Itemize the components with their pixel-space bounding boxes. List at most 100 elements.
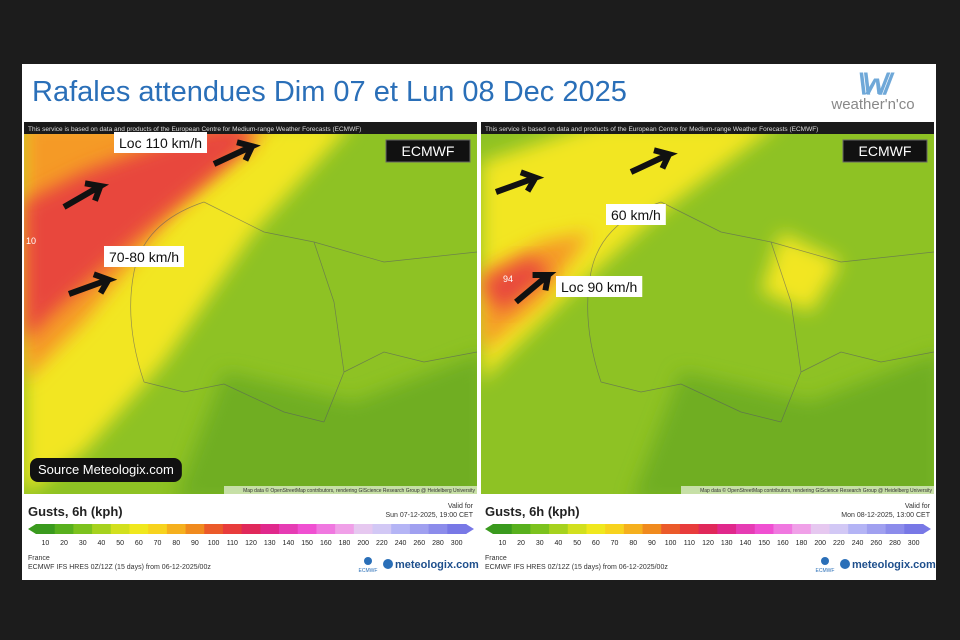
scale-label: 130 xyxy=(721,540,733,547)
scale-label: 280 xyxy=(889,540,901,547)
scale-label: 60 xyxy=(592,540,600,547)
scale-swatch xyxy=(166,524,187,534)
scale-label: 300 xyxy=(451,540,463,547)
valid-time: Sun 07-12-2025, 19:00 CET xyxy=(385,512,473,519)
wind-arrow xyxy=(67,271,118,297)
scale-swatch xyxy=(493,524,513,534)
scale-swatch xyxy=(185,524,205,534)
scale-swatch xyxy=(92,524,112,534)
scale-swatch xyxy=(353,524,374,534)
scale-swatch xyxy=(866,524,887,534)
map-panel: This service is based on data and produc… xyxy=(481,122,934,494)
scale-swatch xyxy=(36,524,56,534)
scale-swatch xyxy=(260,524,280,534)
scale-swatch xyxy=(623,524,644,534)
scale-swatch xyxy=(110,524,130,534)
model-badge: ECMWF xyxy=(859,143,912,159)
wind-arrow xyxy=(212,139,261,167)
scale-swatch xyxy=(904,524,924,534)
slide-title: Rafales attendues Dim 07 et Lun 08 Dec 2… xyxy=(32,76,627,108)
wind-arrow xyxy=(629,147,678,175)
scale-swatch xyxy=(549,524,569,534)
scale-label: 180 xyxy=(339,540,351,547)
scale-label: 30 xyxy=(79,540,87,547)
scale-swatch xyxy=(428,524,448,534)
annotation: 70-80 km/h xyxy=(109,249,179,265)
scale-swatch xyxy=(447,524,467,534)
scale-label: 120 xyxy=(245,540,257,547)
scale-swatch xyxy=(54,524,74,534)
scale-label: 20 xyxy=(517,540,525,547)
scale-label: 50 xyxy=(116,540,124,547)
attribution: Map data © OpenStreetMap contributors, r… xyxy=(700,487,932,494)
scale-swatch xyxy=(885,524,905,534)
ecmwf-icon xyxy=(364,557,372,565)
legend-title: Gusts, 6h (kph) xyxy=(28,504,123,519)
gust-zone xyxy=(761,232,841,312)
scale-label: 110 xyxy=(684,540,695,547)
scale-swatch xyxy=(73,524,93,534)
scale-label: 30 xyxy=(536,540,544,547)
scale-swatch xyxy=(148,524,168,534)
scale-label: 80 xyxy=(629,540,637,547)
scale-label: 120 xyxy=(702,540,714,547)
scale-swatch xyxy=(222,524,243,534)
scale-label: 60 xyxy=(135,540,143,547)
scale-swatch xyxy=(698,524,718,534)
scale-swatch xyxy=(848,524,868,534)
attribution: Map data © OpenStreetMap contributors, r… xyxy=(243,487,475,494)
scale-label: 130 xyxy=(264,540,276,547)
valid-label: Valid for xyxy=(905,503,931,510)
scale-swatch xyxy=(511,524,531,534)
source: Source Meteologix.com xyxy=(38,462,174,477)
notice-bar xyxy=(24,122,477,134)
scale-label: 140 xyxy=(740,540,752,547)
map-panel: This service is based on data and produc… xyxy=(24,122,477,494)
scale-label: 280 xyxy=(432,540,444,547)
scale-label: 140 xyxy=(283,540,295,547)
scale-swatch xyxy=(530,524,550,534)
scale-label: 180 xyxy=(796,540,808,547)
scale-label: 200 xyxy=(357,540,369,547)
model-run: ECMWF IFS HRES 0Z/12Z (15 days) from 06-… xyxy=(485,564,668,571)
scale-label: 240 xyxy=(395,540,407,547)
gust-zone xyxy=(481,232,591,352)
attribution-bar xyxy=(681,486,934,494)
scale-swatch xyxy=(642,524,662,534)
scale-label: 240 xyxy=(852,540,864,547)
annotation: Loc 110 km/h xyxy=(119,135,202,151)
scale-end xyxy=(28,524,36,534)
borders xyxy=(587,201,934,423)
scale-label: 260 xyxy=(870,540,882,547)
attribution-bar xyxy=(224,486,477,494)
map-value: 10 xyxy=(26,236,36,246)
scale-swatch xyxy=(279,524,299,534)
map: This service is based on data and produc… xyxy=(481,122,934,494)
scale-label: 260 xyxy=(413,540,425,547)
scale-label: 80 xyxy=(172,540,180,547)
region: France xyxy=(485,555,507,562)
notice-bar xyxy=(481,122,934,134)
scale-label: 10 xyxy=(41,540,49,547)
model-badge-box xyxy=(385,139,471,163)
scale-swatch xyxy=(736,524,756,534)
legend-title: Gusts, 6h (kph) xyxy=(485,504,580,519)
scale-label: 70 xyxy=(611,540,619,547)
scale-label: 90 xyxy=(191,540,199,547)
scale-label: 20 xyxy=(60,540,68,547)
scale-swatch xyxy=(773,524,793,534)
gust-zone xyxy=(481,122,781,382)
scale-label: 100 xyxy=(665,540,677,547)
wind-arrow xyxy=(494,169,545,195)
scale-label: 200 xyxy=(814,540,826,547)
annotation-box xyxy=(114,132,208,153)
brand-icon xyxy=(840,559,850,569)
notice: This service is based on data and produc… xyxy=(28,126,361,133)
scale-swatch xyxy=(829,524,849,534)
scale-label: 70 xyxy=(154,540,162,547)
scale-label: 300 xyxy=(908,540,920,547)
scale-label: 40 xyxy=(555,540,563,547)
scale-swatch xyxy=(372,524,392,534)
scale-swatch xyxy=(605,524,625,534)
